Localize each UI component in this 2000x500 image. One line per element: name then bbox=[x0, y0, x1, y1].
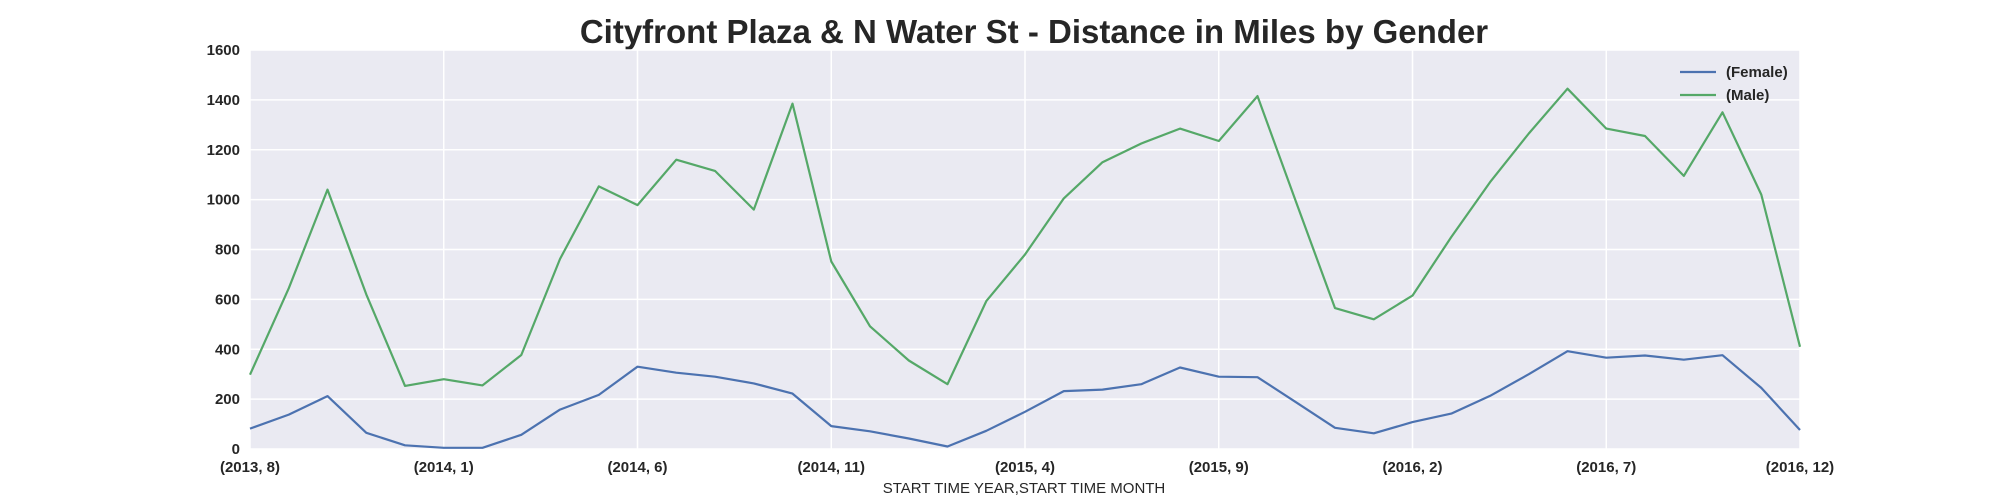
y-axis: 0 200 400 600 800 1000 1200 1400 1600 bbox=[207, 42, 240, 458]
x-tick-label: (2014, 1) bbox=[414, 459, 474, 476]
y-tick-label: 1600 bbox=[207, 42, 240, 59]
x-axis-label: START TIME YEAR,START TIME MONTH bbox=[883, 480, 1166, 497]
y-tick-label: 1400 bbox=[207, 92, 240, 109]
x-tick-label: (2015, 4) bbox=[995, 459, 1055, 476]
y-tick-label: 800 bbox=[215, 242, 240, 259]
series-layer bbox=[248, 87, 1802, 449]
x-axis: (2013, 8) (2014, 1) (2014, 6) (2014, 11) (20… bbox=[220, 459, 1834, 476]
legend-label: (Female) bbox=[1726, 64, 1788, 81]
grid-lines bbox=[249, 49, 1801, 450]
x-tick-label: (2016, 2) bbox=[1382, 459, 1442, 476]
legend-label: (Male) bbox=[1726, 87, 1769, 104]
legend: (Female) (Male) bbox=[1680, 64, 1788, 104]
x-tick-label: (2014, 11) bbox=[797, 459, 865, 476]
x-tick-label: (2014, 6) bbox=[607, 459, 667, 476]
chart-title: Cityfront Plaza & N Water St - Distance … bbox=[580, 13, 1488, 50]
y-tick-label: 400 bbox=[215, 341, 240, 358]
x-tick-label: (2016, 12) bbox=[1766, 459, 1834, 476]
x-tick-label: (2015, 9) bbox=[1189, 459, 1249, 476]
y-tick-label: 1000 bbox=[207, 192, 240, 209]
y-tick-label: 600 bbox=[215, 291, 240, 308]
series-line-female bbox=[249, 350, 1801, 449]
y-tick-label: 0 bbox=[232, 441, 240, 458]
y-tick-label: 1200 bbox=[207, 142, 240, 159]
x-tick-label: (2013, 8) bbox=[220, 459, 280, 476]
series-line-male bbox=[248, 87, 1802, 387]
x-tick-label: (2016, 7) bbox=[1576, 459, 1636, 476]
y-tick-label: 200 bbox=[215, 391, 240, 408]
